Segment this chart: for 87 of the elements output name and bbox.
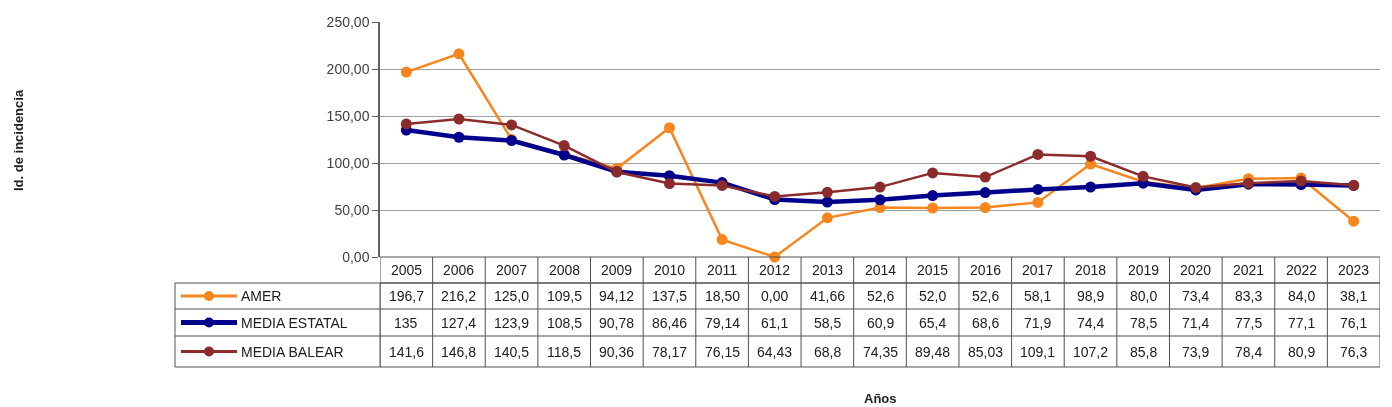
data-label: 58,5 <box>814 315 842 331</box>
data-label: 64,43 <box>757 344 793 360</box>
data-label: 196,7 <box>389 288 425 304</box>
data-label: 77,1 <box>1288 315 1316 331</box>
data-label: 125,0 <box>494 288 530 304</box>
x-tick-label: 2018 <box>1075 262 1107 278</box>
data-label: 78,4 <box>1235 344 1263 360</box>
x-tick-label: 2016 <box>970 262 1002 278</box>
data-label: 85,8 <box>1130 344 1158 360</box>
data-label: 76,1 <box>1340 315 1368 331</box>
data-label: 76,15 <box>705 344 741 360</box>
y-tick-label: 100,00 <box>326 154 370 171</box>
data-label: 73,4 <box>1182 288 1210 304</box>
data-label: 127,4 <box>441 315 477 331</box>
data-label: 71,4 <box>1182 315 1210 331</box>
y-tick-label: 200,00 <box>326 60 370 77</box>
data-label: 86,46 <box>652 315 688 331</box>
data-label: 41,66 <box>810 288 846 304</box>
x-tick-label: 2008 <box>549 262 581 278</box>
y-tick-label: 250,00 <box>326 13 370 30</box>
x-tick-label: 2013 <box>812 262 844 278</box>
data-label: 76,3 <box>1340 344 1368 360</box>
data-label: 77,5 <box>1235 315 1263 331</box>
data-label: 108,5 <box>547 315 583 331</box>
data-label: 118,5 <box>547 344 582 360</box>
x-tick-label: 2023 <box>1338 262 1370 278</box>
data-label: 94,12 <box>599 288 635 304</box>
x-tick-label: 2006 <box>443 262 475 278</box>
legend-label: MEDIA ESTATAL <box>241 315 348 331</box>
legend-label: AMER <box>241 288 282 304</box>
data-label: 109,1 <box>1020 344 1056 360</box>
data-label: 80,9 <box>1288 344 1316 360</box>
x-tick-label: 2010 <box>654 262 686 278</box>
legend-label: MEDIA BALEAR <box>241 344 344 360</box>
x-tick-label: 2015 <box>917 262 949 278</box>
data-label: 141,6 <box>389 344 425 360</box>
data-label: 123,9 <box>494 315 530 331</box>
data-label: 107,2 <box>1073 344 1109 360</box>
data-label: 79,14 <box>705 315 741 331</box>
data-label: 58,1 <box>1024 288 1052 304</box>
data-label: 90,78 <box>599 315 635 331</box>
x-tick-label: 2014 <box>865 262 897 278</box>
data-label: 146,8 <box>441 344 477 360</box>
data-label: 135 <box>394 315 418 331</box>
x-tick-label: 2020 <box>1180 262 1212 278</box>
data-label: 140,5 <box>494 344 530 360</box>
data-label: 80,0 <box>1130 288 1158 304</box>
x-tick-label: 2019 <box>1128 262 1160 278</box>
x-tick-label: 2017 <box>1022 262 1054 278</box>
data-label: 83,3 <box>1235 288 1263 304</box>
data-label: 18,50 <box>705 288 741 304</box>
data-label: 78,5 <box>1130 315 1158 331</box>
data-label: 68,8 <box>814 344 842 360</box>
text: Años <box>864 391 897 406</box>
data-label: 78,17 <box>652 344 688 360</box>
data-label: 109,5 <box>547 288 583 304</box>
data-label: 137,5 <box>652 288 688 304</box>
x-tick-label: 2022 <box>1286 262 1318 278</box>
data-label: 89,48 <box>915 344 951 360</box>
y-tick-label: 0,00 <box>342 248 370 265</box>
data-label: 74,35 <box>863 344 899 360</box>
data-label: 216,2 <box>441 288 477 304</box>
y-tick-label: 150,00 <box>326 107 370 124</box>
data-label: 98,9 <box>1077 288 1105 304</box>
data-label: 71,9 <box>1024 315 1052 331</box>
data-label: 85,03 <box>968 344 1004 360</box>
data-label: 52,0 <box>919 288 947 304</box>
data-label: 68,6 <box>972 315 1000 331</box>
data-label: 0,00 <box>761 288 789 304</box>
data-label: 52,6 <box>972 288 1000 304</box>
data-label: 52,6 <box>867 288 895 304</box>
x-tick-label: 2007 <box>496 262 528 278</box>
data-label: 90,36 <box>599 344 635 360</box>
data-label: 73,9 <box>1182 344 1210 360</box>
x-tick-label: 2005 <box>391 262 423 278</box>
x-tick-label: 2021 <box>1233 262 1265 278</box>
text: Id. de incidencia <box>11 89 26 191</box>
data-label: 60,9 <box>867 315 895 331</box>
y-tick-label: 50,00 <box>334 201 370 218</box>
data-label: 38,1 <box>1340 288 1368 304</box>
data-label: 74,4 <box>1077 315 1105 331</box>
x-tick-label: 2012 <box>759 262 791 278</box>
data-label: 84,0 <box>1288 288 1316 304</box>
x-tick-label: 2011 <box>707 262 738 278</box>
x-tick-label: 2009 <box>601 262 633 278</box>
data-label: 65,4 <box>919 315 947 331</box>
data-label: 61,1 <box>761 315 789 331</box>
